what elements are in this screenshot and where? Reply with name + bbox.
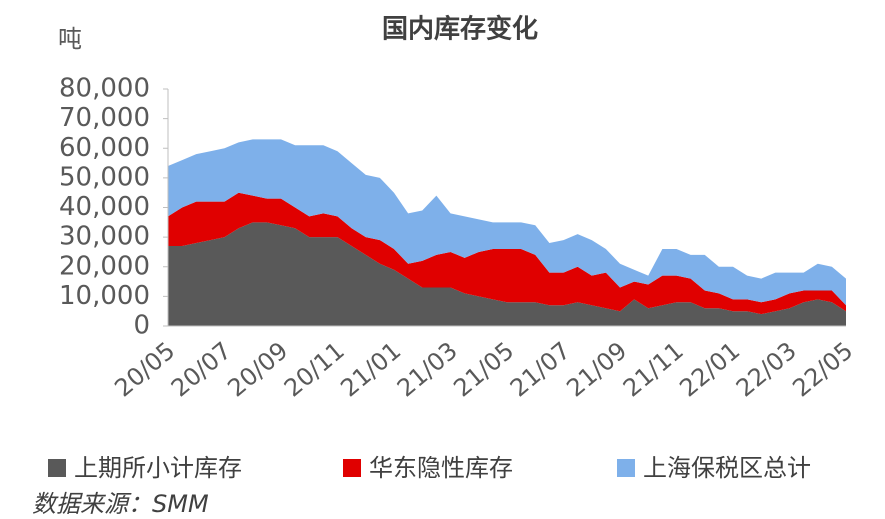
legend-label: 华东隐性库存 bbox=[369, 454, 513, 482]
legend-swatch bbox=[48, 459, 66, 477]
x-tick-label: 21/07 bbox=[505, 337, 576, 403]
y-tick-label: 0 bbox=[133, 311, 150, 341]
area bbox=[168, 222, 846, 326]
y-tick-label: 50,000 bbox=[59, 162, 150, 192]
legend-swatch bbox=[617, 459, 635, 477]
x-tick-label: 20/09 bbox=[222, 337, 293, 403]
x-tick-label: 21/05 bbox=[448, 337, 519, 403]
legend-label: 上期所小计库存 bbox=[74, 454, 242, 482]
area bbox=[168, 192, 846, 315]
legend-label: 上海保税区总计 bbox=[643, 454, 811, 482]
y-tick-label: 80,000 bbox=[59, 74, 150, 104]
legend-swatch bbox=[343, 459, 361, 477]
x-tick-label: 22/03 bbox=[731, 337, 802, 403]
y-tick-label: 40,000 bbox=[59, 192, 150, 222]
y-tick-label: 60,000 bbox=[59, 133, 150, 163]
source: 数据来源：SMM bbox=[32, 490, 209, 518]
chart-title: 国内库存变化 bbox=[382, 14, 538, 45]
y-tick-label: 20,000 bbox=[59, 251, 150, 281]
y-tick-label: 10,000 bbox=[59, 281, 150, 311]
x-tick-label: 21/09 bbox=[561, 337, 632, 403]
y-tick-label: 30,000 bbox=[59, 222, 150, 252]
y-tick-label: 70,000 bbox=[59, 103, 150, 133]
x-tick-label: 22/05 bbox=[787, 337, 858, 403]
y-axis-label: 吨 bbox=[58, 25, 82, 53]
x-tick-label: 20/05 bbox=[109, 337, 180, 403]
x-tick-label: 21/01 bbox=[335, 337, 406, 403]
x-tick-label: 21/03 bbox=[392, 337, 463, 403]
area bbox=[168, 139, 846, 306]
x-tick-label: 21/11 bbox=[618, 337, 689, 403]
x-tick-label: 20/11 bbox=[279, 337, 350, 403]
x-tick-label: 20/07 bbox=[166, 337, 237, 403]
x-tick-label: 22/01 bbox=[674, 337, 745, 403]
